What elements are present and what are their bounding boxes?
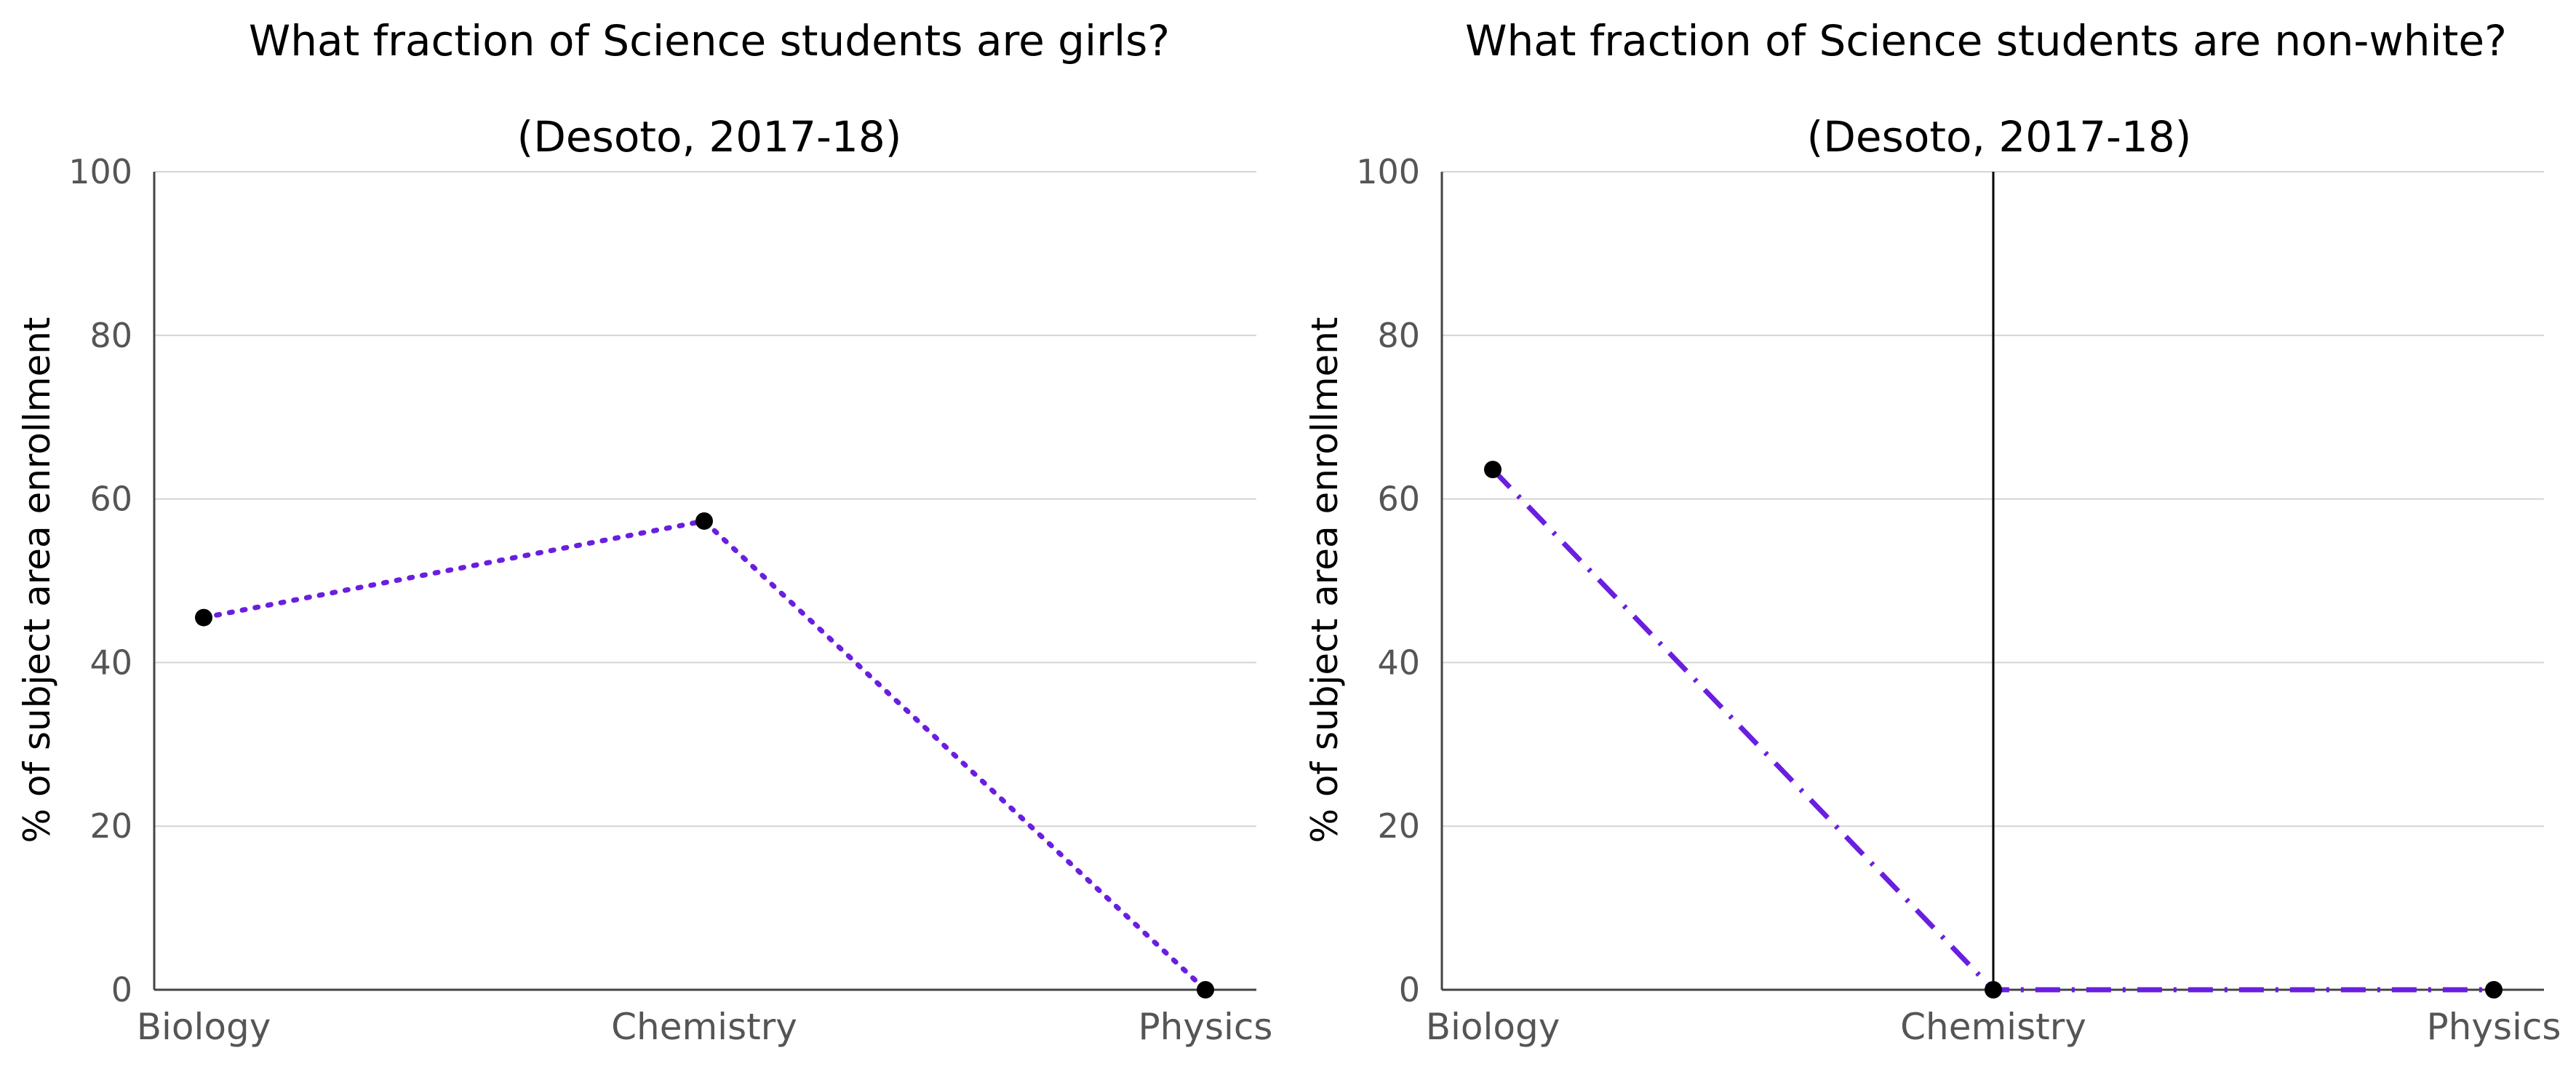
left-y-tick-label: 40 — [89, 643, 132, 682]
left-y-tick-label: 0 — [111, 970, 132, 1009]
right-x-tick-label: Chemistry — [1900, 1006, 2086, 1048]
right-data-point — [2485, 981, 2503, 998]
left-chart-subtitle: (Desoto, 2017-18) — [517, 112, 902, 162]
right-chart-title: What fraction of Science students are no… — [1465, 16, 2507, 65]
right-data-point — [1484, 461, 1502, 479]
right-x-tick-label: Biology — [1426, 1006, 1560, 1048]
left-data-point — [695, 512, 713, 530]
left-data-point — [195, 608, 212, 627]
left-y-tick-label: 60 — [89, 480, 132, 519]
left-x-tick-label: Biology — [137, 1006, 271, 1048]
left-panel: What fraction of Science students are gi… — [16, 16, 1272, 1048]
right-data-point — [1985, 981, 2002, 998]
left-chart-title: What fraction of Science students are gi… — [249, 16, 1170, 65]
right-y-tick-label: 100 — [1356, 152, 1420, 191]
left-plot-area: 0 20 40 60 80 100 Biology Chemistry Physics — [68, 152, 1272, 1048]
left-data-point — [1197, 981, 1214, 998]
left-x-tick-label: Chemistry — [611, 1006, 797, 1048]
left-y-tick-label: 100 — [68, 152, 132, 191]
right-y-tick-label: 40 — [1377, 643, 1420, 682]
right-y-tick-label: 0 — [1399, 970, 1420, 1009]
left-x-tick-label: Physics — [1139, 1006, 1273, 1048]
right-y-axis-label: % of subject area enrollment — [1304, 317, 1346, 843]
right-plot-area: 0 20 40 60 80 100 Biology Chemistry Physics — [1356, 152, 2561, 1048]
right-y-tick-label: 80 — [1377, 316, 1420, 355]
right-x-tick-label: Physics — [2427, 1006, 2561, 1048]
right-y-tick-label: 60 — [1377, 480, 1420, 519]
left-y-tick-label: 20 — [89, 806, 132, 846]
left-y-tick-label: 80 — [89, 316, 132, 355]
right-panel: What fraction of Science students are no… — [1304, 16, 2561, 1048]
right-chart-subtitle: (Desoto, 2017-18) — [1807, 112, 2192, 162]
right-y-tick-label: 20 — [1377, 806, 1420, 846]
left-y-axis-label: % of subject area enrollment — [16, 317, 58, 843]
